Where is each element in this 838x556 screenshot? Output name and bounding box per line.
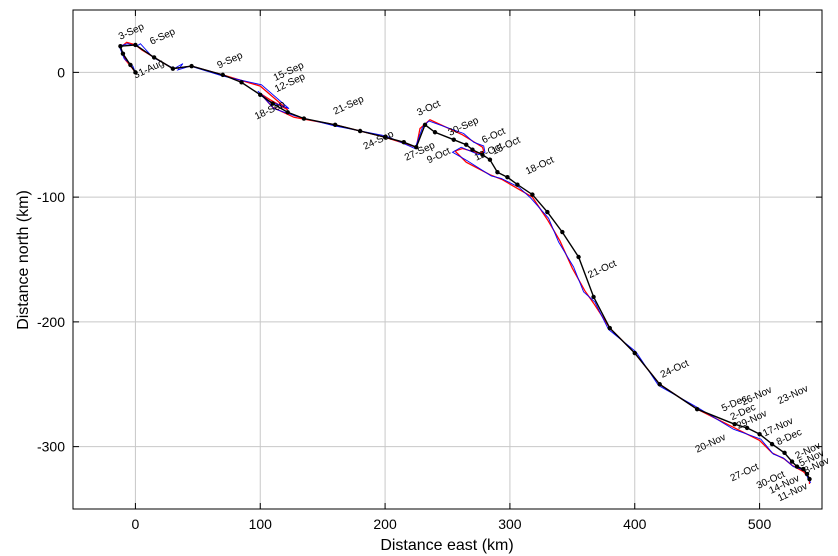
y-tick-label: 0 xyxy=(57,64,65,80)
fix-point xyxy=(607,325,612,331)
fix-point xyxy=(545,209,550,215)
fix-point xyxy=(128,62,133,68)
fix-point xyxy=(133,70,138,75)
fix-point xyxy=(432,130,438,135)
fix-point xyxy=(807,476,812,482)
x-tick-label: 200 xyxy=(373,516,397,532)
fix-point xyxy=(220,72,225,78)
fix-point xyxy=(382,135,388,140)
fix-point xyxy=(632,350,637,356)
fix-point xyxy=(694,407,700,412)
fix-point xyxy=(657,382,662,387)
fixes-line xyxy=(119,44,811,480)
y-tick-label: -100 xyxy=(37,189,65,205)
fix-point xyxy=(422,122,428,127)
plot-background xyxy=(73,10,822,509)
x-tick-label: 0 xyxy=(132,516,140,532)
x-axis-ticks: 0 100 200 300 400 500 xyxy=(132,10,772,532)
fix-point xyxy=(470,147,475,152)
fix-point xyxy=(118,43,123,49)
y-tick-label: -200 xyxy=(37,314,65,330)
fix-point xyxy=(769,441,775,447)
fix-point xyxy=(794,464,800,469)
fix-point xyxy=(258,92,263,98)
x-tick-label: 400 xyxy=(623,516,647,532)
fix-point xyxy=(782,450,787,456)
y-axis-ticks: 0 -100 -200 -300 xyxy=(37,64,822,455)
fix-point xyxy=(801,466,806,472)
fix-point xyxy=(804,471,810,477)
fix-point xyxy=(170,66,176,71)
fix-point xyxy=(495,169,500,175)
plot-frame xyxy=(72,9,823,510)
y-tick-label: -300 xyxy=(37,439,65,455)
fix-point xyxy=(732,421,737,427)
fix-point xyxy=(530,192,535,197)
fix-point xyxy=(239,80,244,85)
fix-point xyxy=(744,425,750,431)
fix-point xyxy=(591,294,596,300)
fix-point xyxy=(285,110,290,115)
fix-point xyxy=(414,145,419,150)
track-fixes xyxy=(118,42,812,482)
x-tick-label: 300 xyxy=(498,516,522,532)
fix-point xyxy=(576,254,581,260)
fix-point xyxy=(560,229,565,235)
fix-point xyxy=(189,63,194,69)
fix-point xyxy=(332,122,338,127)
fix-point xyxy=(133,42,138,48)
fix-point xyxy=(515,182,520,187)
fix-point xyxy=(505,174,510,180)
fix-point xyxy=(451,137,456,142)
fix-point xyxy=(487,157,493,162)
x-tick-label: 100 xyxy=(249,516,273,532)
fix-point xyxy=(301,116,307,121)
fix-point xyxy=(401,140,407,145)
fix-point xyxy=(464,142,469,147)
fix-point xyxy=(151,55,157,60)
fix-point xyxy=(270,101,275,106)
y-axis-title: Distance north (km) xyxy=(15,190,32,330)
fix-point xyxy=(357,128,363,134)
x-tick-label: 500 xyxy=(748,516,772,532)
x-axis-title: Distance east (km) xyxy=(380,537,513,554)
fix-point xyxy=(757,431,762,437)
fix-point xyxy=(789,459,795,464)
fix-point xyxy=(120,51,126,56)
fix-point xyxy=(480,152,485,157)
